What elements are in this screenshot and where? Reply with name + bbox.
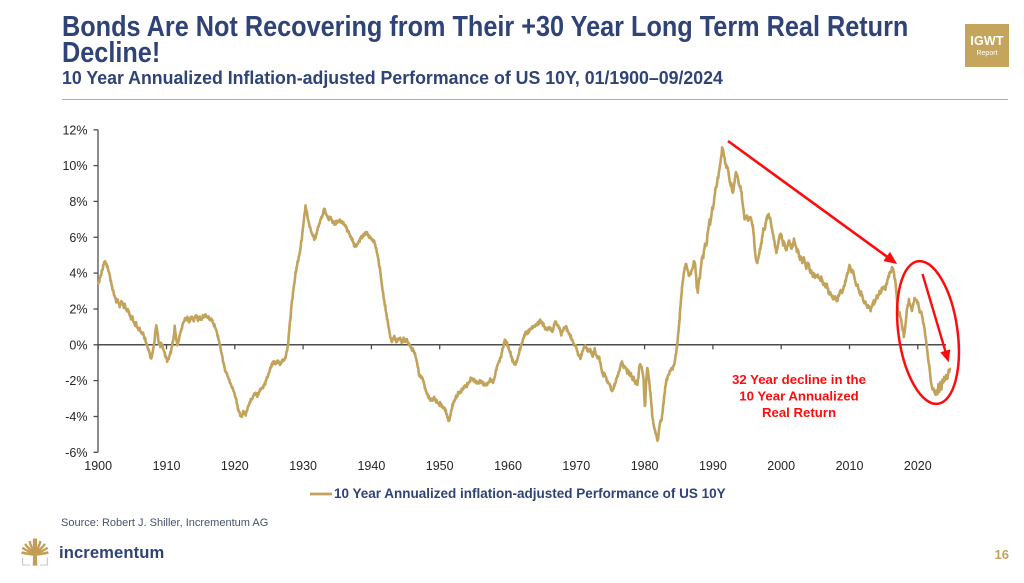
svg-text:2%: 2%	[69, 303, 87, 317]
svg-text:1980: 1980	[631, 459, 659, 473]
svg-text:1920: 1920	[221, 459, 249, 473]
svg-text:1910: 1910	[153, 459, 181, 473]
svg-text:10%: 10%	[62, 159, 87, 173]
svg-text:1970: 1970	[562, 459, 590, 473]
svg-text:-4%: -4%	[65, 410, 87, 424]
svg-text:1990: 1990	[699, 459, 727, 473]
svg-text:8%: 8%	[69, 195, 87, 209]
svg-text:1950: 1950	[426, 459, 454, 473]
svg-text:12%: 12%	[62, 123, 87, 137]
svg-text:Real Return: Real Return	[762, 405, 836, 420]
svg-text:6%: 6%	[69, 231, 87, 245]
svg-text:1930: 1930	[289, 459, 317, 473]
svg-text:2010: 2010	[836, 459, 864, 473]
svg-text:2020: 2020	[904, 459, 932, 473]
svg-text:1960: 1960	[494, 459, 522, 473]
svg-text:2000: 2000	[767, 459, 795, 473]
svg-text:10 Year Annualized inflation-a: 10 Year Annualized inflation-adjusted Pe…	[334, 486, 726, 501]
svg-text:-6%: -6%	[65, 446, 87, 460]
svg-text:10 Year Annualized: 10 Year Annualized	[739, 389, 858, 404]
svg-text:1900: 1900	[84, 459, 112, 473]
svg-text:4%: 4%	[69, 267, 87, 281]
svg-text:1940: 1940	[357, 459, 385, 473]
svg-text:32 Year decline in the: 32 Year decline in the	[732, 372, 866, 387]
svg-text:-2%: -2%	[65, 374, 87, 388]
svg-text:0%: 0%	[69, 338, 87, 352]
